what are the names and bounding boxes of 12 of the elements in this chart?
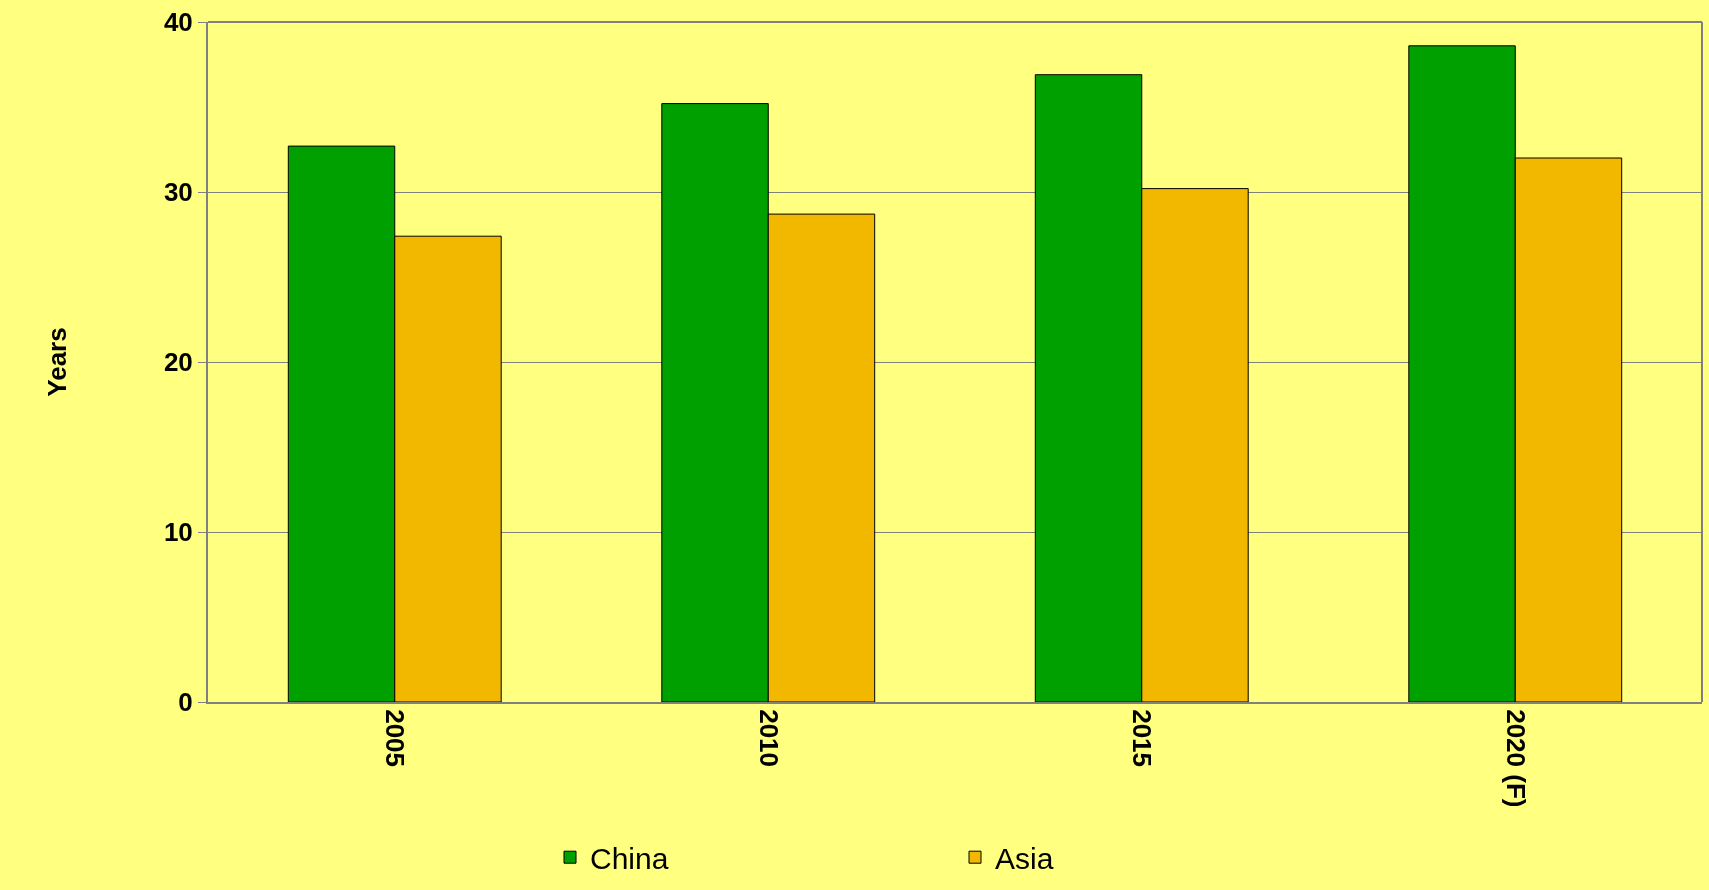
- y-tick-label: 40: [163, 7, 193, 38]
- y-tick-label: 20: [163, 347, 193, 378]
- x-tick-label: 2010: [753, 709, 784, 768]
- y-tick-label: 0: [178, 687, 193, 718]
- y-tick-label: 10: [163, 517, 193, 548]
- x-tick-label: 2020 (F): [1500, 709, 1531, 808]
- x-tick-label: 2005: [380, 709, 411, 768]
- y-tick-label: 30: [163, 177, 193, 208]
- x-tick-label: 2015: [1127, 709, 1158, 768]
- legend-label: China: [590, 841, 669, 875]
- legend-label: Asia: [995, 841, 1054, 875]
- y-axis-title: Years: [41, 327, 72, 397]
